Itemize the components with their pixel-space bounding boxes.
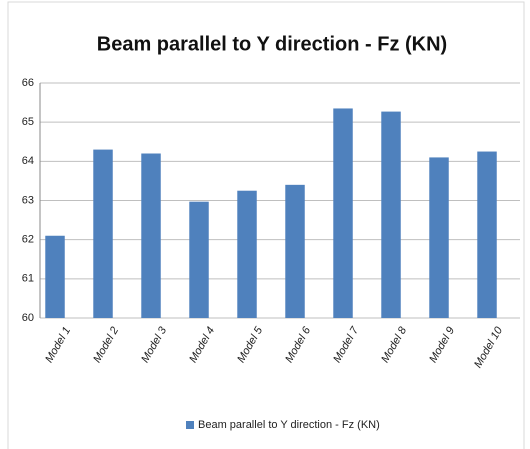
bar xyxy=(429,157,449,318)
bar xyxy=(477,151,497,318)
bar xyxy=(381,111,401,318)
y-tick-label: 60 xyxy=(22,312,34,324)
bar xyxy=(45,235,65,318)
bar xyxy=(141,153,161,318)
y-tick-label: 65 xyxy=(22,116,34,128)
y-tick-label: 63 xyxy=(22,194,34,206)
chart-title: Beam parallel to Y direction - Fz (KN) xyxy=(97,33,447,55)
bar xyxy=(333,108,353,318)
y-tick-label: 66 xyxy=(22,77,34,89)
bar xyxy=(93,149,113,318)
y-tick-label: 64 xyxy=(22,155,34,167)
bar xyxy=(285,184,305,318)
bar xyxy=(237,190,257,318)
legend-swatch xyxy=(186,421,194,429)
y-tick-label: 61 xyxy=(22,273,34,285)
legend-label: Beam parallel to Y direction - Fz (KN) xyxy=(198,419,380,431)
y-tick-label: 62 xyxy=(22,234,34,246)
bar xyxy=(189,201,209,318)
